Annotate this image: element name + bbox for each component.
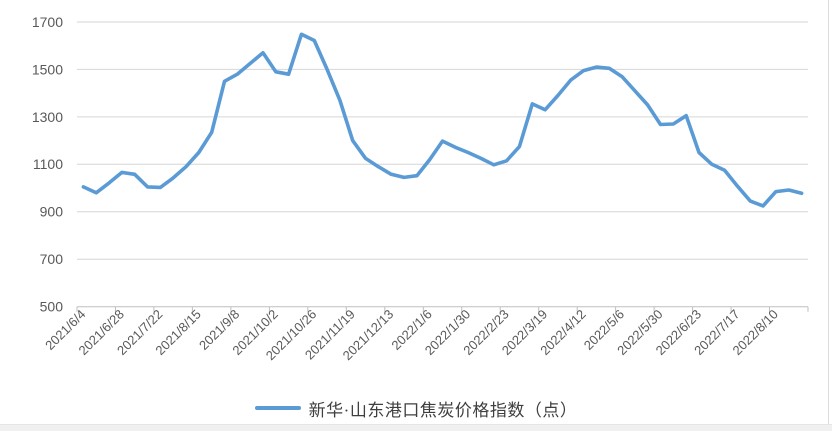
chart-legend: 新华·山东港口焦炭价格指数（点）: [0, 395, 832, 421]
bottom-gray-strip: [0, 424, 832, 431]
legend-series-label: 新华·山东港口焦炭价格指数（点）: [308, 400, 578, 420]
y-axis-label: 900: [40, 204, 64, 220]
y-axis-label: 700: [40, 251, 64, 267]
y-axis-label: 1100: [33, 156, 63, 172]
legend-line-marker: [254, 406, 301, 410]
y-axis-label: 1700: [32, 14, 63, 30]
y-axis-label: 500: [40, 299, 64, 315]
price-index-line: [81, 32, 804, 208]
y-axis-label: 1500: [32, 61, 63, 77]
y-axis-label: 1300: [32, 109, 63, 125]
cell-border-right: [828, 0, 829, 424]
